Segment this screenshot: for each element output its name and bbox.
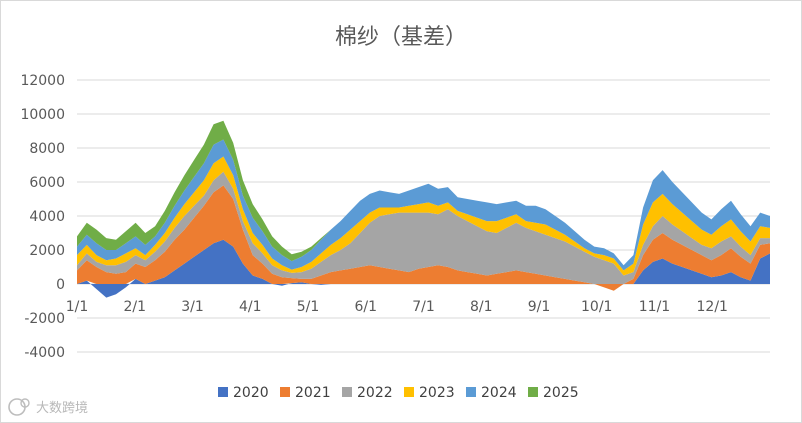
- x-tick-label: 2/1: [123, 299, 146, 315]
- x-tick-label: 8/1: [470, 299, 493, 315]
- y-tick-label: 6000: [29, 175, 65, 191]
- y-tick-label: -2000: [24, 311, 65, 327]
- legend-swatch-2021: [280, 387, 290, 397]
- legend-label: 2024: [481, 385, 517, 401]
- legend-label: 2022: [357, 385, 393, 401]
- x-tick-label: 1/1: [66, 299, 89, 315]
- y-tick-label: 10000: [20, 107, 65, 123]
- x-tick-label: 4/1: [239, 299, 262, 315]
- y-axis-ticks: -4000 -2000 0 2000 4000 6000 8000 10000 12000: [20, 73, 65, 361]
- x-tick-label: 7/1: [412, 299, 435, 315]
- legend-label: 2025: [543, 385, 579, 401]
- plot-area: [77, 120, 770, 298]
- x-tick-label: 9/1: [528, 299, 551, 315]
- chart-title: 棉纱（基差）: [335, 25, 467, 50]
- x-tick-label: 11/1: [639, 299, 670, 315]
- legend-swatch-2020: [218, 387, 228, 397]
- dashuju-logo-icon: [8, 398, 30, 416]
- legend-label: 2021: [295, 385, 331, 401]
- y-tick-label: -4000: [24, 345, 65, 361]
- x-tick-label: 10/1: [581, 299, 612, 315]
- watermark-text: 大数跨境: [36, 401, 88, 416]
- x-tick-label: 3/1: [181, 299, 204, 315]
- y-tick-label: 4000: [29, 209, 65, 225]
- legend-swatch-2024: [466, 387, 476, 397]
- x-tick-label: 5/1: [297, 299, 320, 315]
- watermark: 大数跨境: [8, 398, 88, 416]
- legend-swatch-2022: [342, 387, 352, 397]
- x-tick-label: 6/1: [354, 299, 377, 315]
- area-series-2020: [77, 239, 770, 298]
- y-tick-label: 2000: [29, 243, 65, 259]
- area-series-2022: [77, 171, 770, 284]
- y-tick-label: 12000: [20, 73, 65, 89]
- legend-label: 2020: [233, 385, 269, 401]
- legend-swatch-2025: [528, 387, 538, 397]
- x-axis-ticks: 1/1 2/1 3/1 4/1 5/1 6/1 7/1 8/1 9/1 10/1 11/1 12/1: [66, 299, 728, 315]
- y-tick-label: 0: [56, 277, 65, 293]
- legend-label: 2023: [419, 385, 455, 401]
- legend: 2020 2021 2022 2023 2024 2025: [218, 385, 579, 401]
- legend-swatch-2023: [404, 387, 414, 397]
- area-series-2021: [77, 185, 770, 291]
- y-tick-label: 8000: [29, 141, 65, 157]
- x-tick-label: 12/1: [697, 299, 728, 315]
